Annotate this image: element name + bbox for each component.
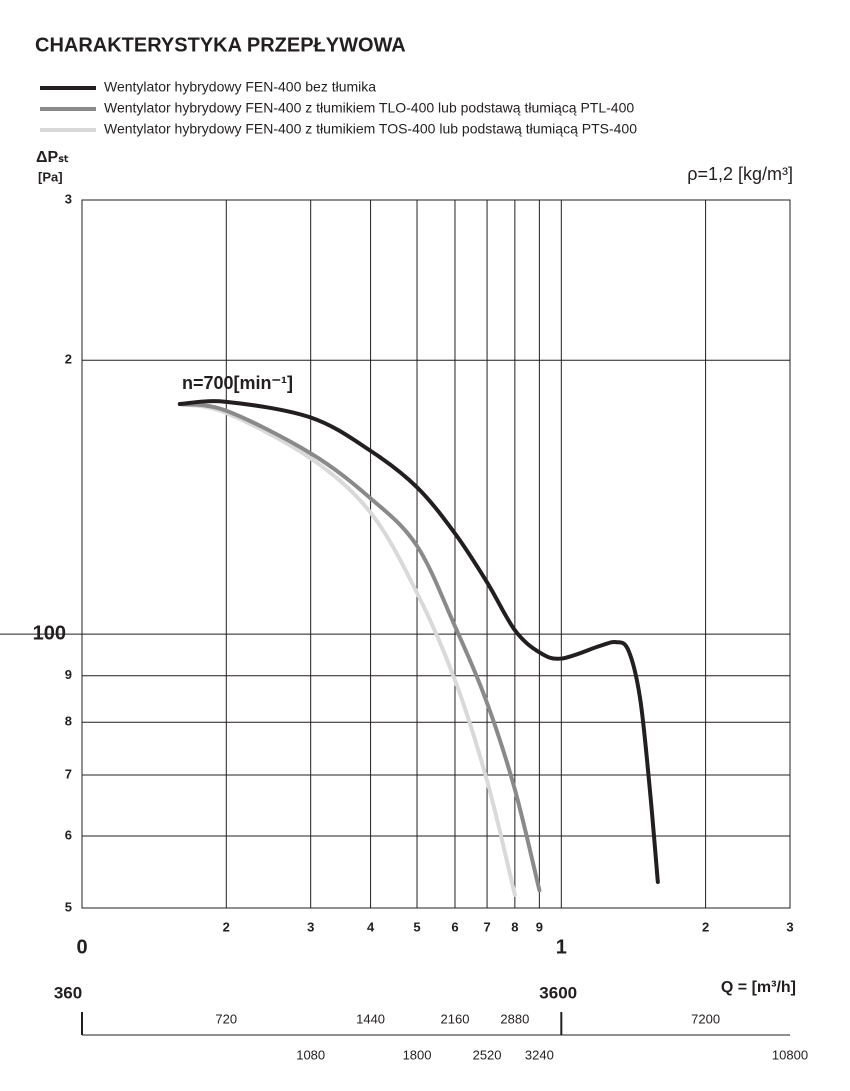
x2-tick-label: 1080	[296, 1047, 325, 1062]
x-tick-label: 3	[307, 919, 314, 934]
y-tick-label: 3	[65, 191, 72, 206]
curve	[177, 402, 517, 897]
plot-frame	[81, 199, 791, 909]
x2-tick-label: 2520	[473, 1047, 502, 1062]
x2-tick-label: 10800	[772, 1047, 808, 1062]
x2-tick-label: 1440	[356, 1011, 385, 1026]
curve	[177, 399, 660, 885]
x-tick-label: 9	[536, 919, 543, 934]
speed-annotation: n=700[min⁻¹]	[182, 373, 293, 393]
y-tick-label: 7	[65, 766, 72, 781]
curve	[177, 402, 542, 893]
x2-tick-label: 720	[215, 1011, 237, 1026]
legend-label: Wentylator hybrydowy FEN-400 z tłumikiem…	[104, 100, 634, 116]
y-tick-label: 100	[33, 622, 66, 644]
y-axis-unit: [Pa]	[38, 169, 63, 184]
y-tick-label: 2	[65, 352, 72, 367]
x-tick-label: 2	[223, 919, 230, 934]
x-tick-label: 6	[451, 919, 458, 934]
x-tick-label: 1	[556, 936, 567, 958]
x2-tick-label: 3240	[525, 1047, 554, 1062]
y-tick-label: 9	[65, 667, 72, 682]
legend-label: Wentylator hybrydowy FEN-400 z tłumikiem…	[104, 121, 637, 137]
x2-tick-label: 1800	[403, 1047, 432, 1062]
x2-tick-label: 2880	[500, 1011, 529, 1026]
x2-tick-label: 3600	[539, 983, 577, 1002]
x-tick-label: 3	[786, 919, 793, 934]
x-tick-label: 7	[483, 919, 490, 934]
y-tick-label: 6	[65, 827, 72, 842]
chart-title: CHARAKTERYSTYKA PRZEPŁYWOWA	[35, 34, 406, 56]
y-axis-label: ΔPₛₜ	[36, 149, 69, 166]
x2-tick-label: 7200	[691, 1011, 720, 1026]
x-tick-label: 8	[511, 919, 518, 934]
x2-axis-label: Q = [m³/h]	[721, 979, 796, 996]
x-tick-label: 5	[413, 919, 420, 934]
x-tick-label: 2	[702, 919, 709, 934]
x-tick-label: 4	[367, 919, 375, 934]
y-tick-label: 5	[65, 899, 72, 914]
x2-tick-label: 360	[54, 983, 82, 1002]
y-tick-label: 8	[65, 714, 72, 729]
x2-tick-label: 2160	[441, 1011, 470, 1026]
density-label: ρ=1,2 [kg/m³]	[687, 164, 793, 184]
legend-label: Wentylator hybrydowy FEN-400 bez tłumika	[104, 79, 376, 95]
x-tick-label: 0	[76, 936, 87, 958]
